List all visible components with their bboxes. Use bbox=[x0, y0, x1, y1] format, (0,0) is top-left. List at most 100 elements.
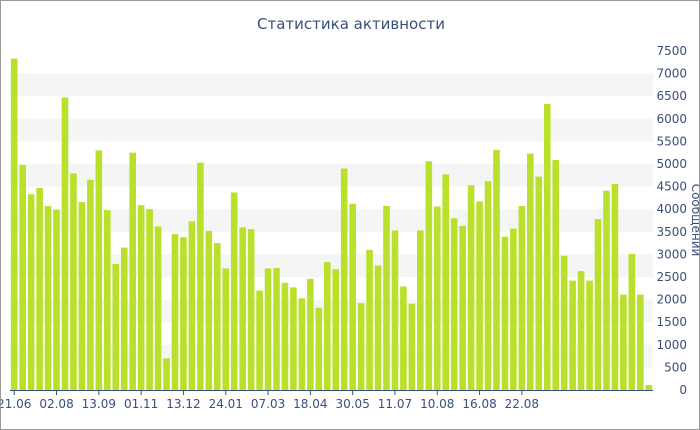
y-tick-label: 7500 bbox=[656, 44, 687, 58]
y-axis-label: Сообщений bbox=[689, 184, 699, 257]
bar bbox=[645, 385, 653, 390]
bar bbox=[501, 236, 509, 390]
bar bbox=[197, 162, 204, 390]
bar bbox=[357, 303, 365, 390]
bar bbox=[450, 218, 458, 390]
grid-band bbox=[10, 299, 653, 323]
y-tick-label: 500 bbox=[664, 360, 687, 374]
bar bbox=[577, 271, 585, 390]
y-tick-label: 0 bbox=[679, 383, 687, 397]
bar bbox=[620, 294, 627, 390]
bar bbox=[188, 221, 196, 390]
bar bbox=[239, 227, 246, 390]
x-tick-label: 30.05 bbox=[335, 397, 369, 411]
y-tick-label: 7000 bbox=[656, 67, 687, 81]
x-tick-label: 24.01 bbox=[209, 397, 243, 411]
bar bbox=[400, 286, 407, 390]
bar bbox=[95, 150, 103, 390]
y-tick-label: 1000 bbox=[656, 338, 687, 352]
bar bbox=[61, 97, 69, 390]
y-tick-label: 3500 bbox=[656, 225, 687, 239]
y-tick-label: 4500 bbox=[656, 180, 687, 194]
x-tick-label: 13.12 bbox=[166, 397, 200, 411]
x-tick-label: 02.08 bbox=[39, 397, 73, 411]
bar bbox=[569, 280, 576, 390]
x-tick-label: 07.03 bbox=[251, 397, 285, 411]
bar bbox=[611, 183, 619, 390]
bar bbox=[366, 249, 373, 390]
bar bbox=[315, 307, 323, 390]
bar bbox=[383, 206, 390, 390]
bar bbox=[10, 58, 18, 391]
bar bbox=[391, 230, 399, 390]
bar bbox=[340, 168, 348, 390]
y-tick-label: 2000 bbox=[656, 293, 687, 307]
bar bbox=[560, 255, 568, 390]
bar bbox=[112, 263, 120, 390]
y-tick-label: 6000 bbox=[656, 112, 687, 126]
bar bbox=[594, 219, 602, 390]
bar bbox=[527, 153, 534, 390]
bar bbox=[442, 174, 450, 390]
bar bbox=[120, 247, 128, 390]
bar bbox=[103, 210, 111, 390]
x-tick-label: 01.11 bbox=[124, 397, 158, 411]
bar bbox=[256, 290, 263, 390]
bar bbox=[19, 164, 26, 390]
bar bbox=[180, 237, 187, 390]
bar bbox=[459, 225, 466, 390]
bar bbox=[230, 192, 238, 390]
bar bbox=[222, 268, 230, 390]
bar bbox=[417, 230, 424, 390]
x-tick-label: 11.07 bbox=[378, 397, 412, 411]
y-tick-label: 5000 bbox=[656, 157, 687, 171]
y-tick-label: 4000 bbox=[656, 202, 687, 216]
y-tick-label: 1500 bbox=[656, 315, 687, 329]
bar bbox=[484, 181, 492, 390]
bar bbox=[44, 206, 52, 390]
chart-title: Статистика активности bbox=[257, 15, 445, 33]
x-tick-label: 16.08 bbox=[462, 397, 496, 411]
grid-band bbox=[10, 164, 653, 187]
bar bbox=[205, 230, 213, 390]
bar bbox=[307, 278, 314, 390]
grid-band bbox=[10, 118, 653, 142]
grid-band bbox=[10, 254, 653, 277]
bar bbox=[290, 287, 297, 390]
bar bbox=[154, 226, 162, 390]
grid-band bbox=[10, 209, 653, 232]
bar bbox=[476, 201, 483, 390]
bar bbox=[137, 205, 145, 390]
y-tick-label: 3000 bbox=[656, 247, 687, 261]
bar bbox=[129, 152, 136, 390]
x-tick-label: 18.04 bbox=[293, 397, 327, 411]
bar bbox=[87, 179, 94, 390]
bar bbox=[603, 190, 610, 390]
bar bbox=[510, 228, 517, 390]
bar bbox=[163, 358, 170, 390]
bar bbox=[543, 103, 551, 390]
bar bbox=[53, 209, 60, 390]
bar bbox=[70, 173, 77, 390]
bar bbox=[298, 298, 306, 390]
bar bbox=[586, 280, 593, 390]
bar bbox=[637, 294, 644, 390]
bar bbox=[518, 206, 526, 390]
y-tick-label: 2500 bbox=[656, 270, 687, 284]
bar bbox=[264, 268, 272, 390]
grid-band bbox=[10, 73, 653, 97]
x-tick-label: 10.08 bbox=[420, 397, 454, 411]
bar bbox=[247, 229, 255, 390]
bar bbox=[36, 187, 43, 390]
bar bbox=[323, 262, 331, 390]
bar bbox=[273, 267, 280, 390]
bar bbox=[467, 185, 475, 390]
bar bbox=[281, 282, 289, 390]
x-tick-label: 13.09 bbox=[82, 397, 116, 411]
x-tick-label: 21.06 bbox=[1, 397, 31, 411]
bar bbox=[171, 234, 179, 390]
bar bbox=[27, 194, 35, 390]
bar bbox=[213, 243, 221, 390]
